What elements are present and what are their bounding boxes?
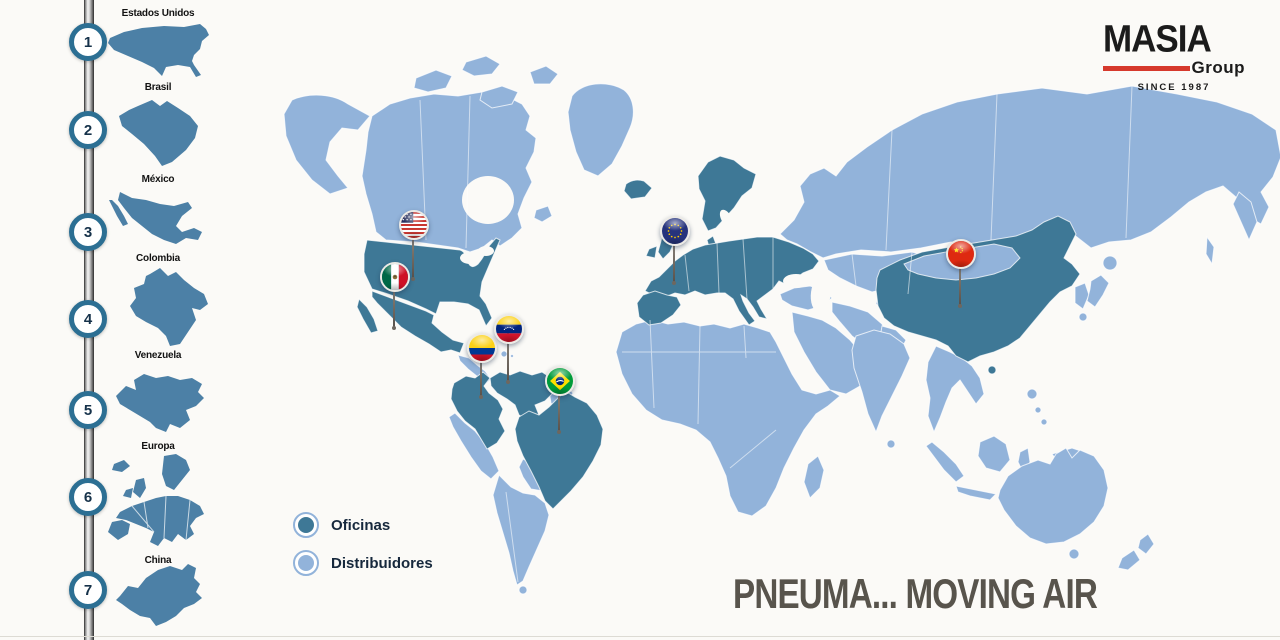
legend-label: Distribuidores: [331, 554, 433, 572]
thumbnail-mexico: [104, 188, 210, 250]
step-circle-3: 3: [69, 213, 107, 251]
step-circle-1: 1: [69, 23, 107, 61]
mexico-flag-icon: [380, 262, 410, 292]
step-number: 2: [83, 121, 93, 139]
china-flag-icon: [946, 239, 976, 269]
step-number: 3: [83, 223, 93, 241]
region-indochina: [925, 345, 985, 434]
logo-name: MASIA: [1103, 17, 1212, 60]
tagline: PNEUMA... MOVING AIR: [733, 571, 1098, 618]
region-baja: [356, 298, 379, 334]
hudson-bay: [462, 176, 514, 224]
thumbnail-colombia: [114, 266, 212, 348]
region-new-zealand: [1117, 533, 1155, 571]
region-newfoundland: [533, 205, 553, 223]
venezuela-flag-icon: [494, 314, 524, 344]
region-mexico: [371, 290, 465, 354]
colombia-flag-icon: [467, 333, 497, 363]
region-alaska: [283, 94, 371, 195]
region-greenland: [567, 83, 634, 177]
logo-suffix: Group: [1191, 58, 1245, 77]
sidebar-label-europa: Europa: [141, 441, 175, 452]
brazil-flag-icon: [545, 366, 575, 396]
step-circle-5: 5: [69, 391, 107, 429]
region-africa: [615, 319, 841, 517]
region-europe-mainland: [644, 236, 820, 326]
sidebar-label-colombia: Colombia: [136, 253, 180, 264]
region-korea: [1074, 282, 1090, 310]
pin-stick: [392, 276, 396, 330]
region-venezuela: [489, 370, 554, 422]
region-iberia: [636, 290, 682, 326]
great-lakes: [460, 252, 480, 264]
region-ireland: [645, 245, 658, 259]
region-kamchatka: [1232, 191, 1258, 242]
region-india: [851, 329, 911, 434]
logo-since: SINCE 1987: [1137, 82, 1211, 93]
pin-stick: [672, 230, 676, 285]
step-circle-4: 4: [69, 300, 107, 338]
thumbnail-china: [108, 560, 206, 630]
region-arctic-islands: [413, 55, 559, 109]
world-map: [283, 55, 1280, 595]
eu-flag-icon: [660, 216, 690, 246]
sidebar-label-china: China: [144, 555, 172, 566]
black-sea: [783, 274, 809, 288]
sidebar-label-mexico: México: [141, 174, 175, 185]
region-borneo: [977, 435, 1011, 473]
region-colombia: [450, 371, 506, 450]
pin-stick: [411, 224, 415, 281]
thumbnail-estados-unidos: [106, 22, 212, 78]
step-number: 6: [83, 488, 93, 506]
pin-stick: [557, 380, 561, 434]
region-peru: [448, 412, 500, 480]
map-legend: Oficinas Distribuidores: [293, 512, 433, 588]
step-number: 5: [83, 401, 93, 419]
region-iceland: [623, 179, 653, 200]
bottom-divider: [0, 636, 1280, 637]
step-number: 7: [83, 581, 93, 599]
region-java: [955, 485, 998, 501]
sidebar-label-brasil: Brasil: [144, 82, 172, 93]
legend-item-distributors: Distribuidores: [293, 550, 433, 576]
caspian-sea: [810, 274, 832, 312]
region-china: [875, 215, 1081, 363]
step-circle-2: 2: [69, 111, 107, 149]
sidebar-label-estados-unidos: Estados Unidos: [121, 8, 195, 19]
thumbnail-brasil: [110, 96, 206, 168]
region-sumatra: [925, 441, 965, 483]
usa-flag-icon: [399, 210, 429, 240]
region-japan: [1086, 274, 1110, 308]
step-number: 1: [83, 33, 93, 51]
region-scandinavia: [697, 155, 757, 232]
offices-swatch-icon: [293, 512, 319, 538]
masia-group-logo: MASIA Group SINCE 1987: [1103, 20, 1245, 93]
step-number: 4: [83, 310, 93, 328]
region-brazil: [514, 390, 604, 510]
pin-stick: [479, 347, 483, 399]
baltic-sea: [719, 209, 733, 227]
region-madagascar: [803, 455, 825, 499]
legend-label: Oficinas: [331, 516, 391, 534]
sidebar-label-venezuela: Venezuela: [134, 350, 182, 361]
distributors-swatch-icon: [293, 550, 319, 576]
region-sakhalin: [1205, 235, 1215, 266]
thumbnail-venezuela: [108, 366, 212, 436]
region-australia: [997, 447, 1109, 545]
legend-item-offices: Oficinas: [293, 512, 433, 538]
pin-stick: [506, 328, 510, 384]
thumbnail-europa: [106, 452, 216, 554]
region-canada: [361, 91, 537, 253]
step-circle-6: 6: [69, 478, 107, 516]
logo-red-bar: [1103, 65, 1190, 71]
pin-stick: [958, 253, 962, 308]
step-circle-7: 7: [69, 571, 107, 609]
